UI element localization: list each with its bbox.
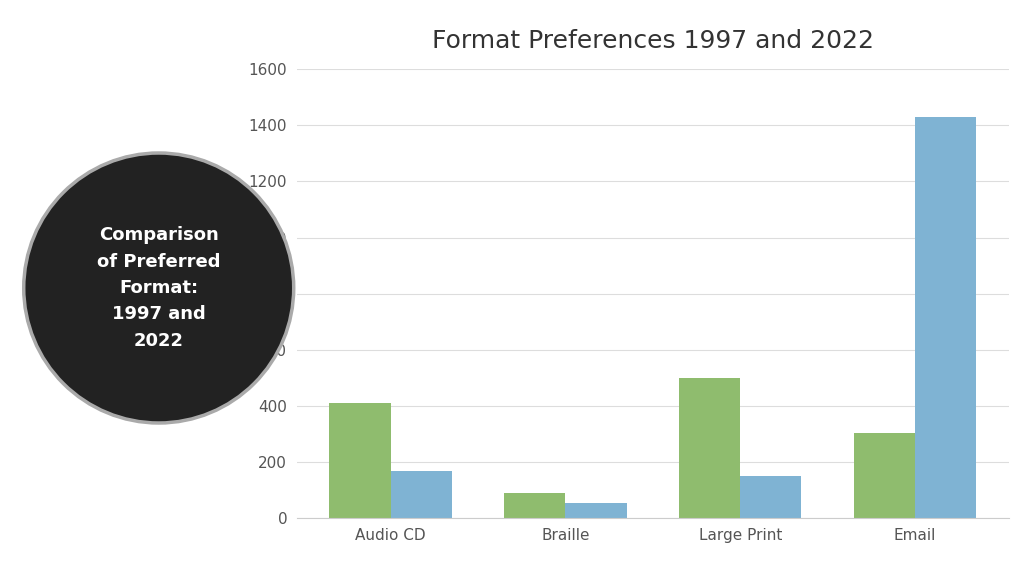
Circle shape: [24, 153, 294, 423]
Bar: [740, 476, 802, 518]
Bar: [915, 117, 976, 518]
Title: Format Preferences 1997 and 2022: Format Preferences 1997 and 2022: [432, 29, 873, 54]
Bar: [854, 433, 915, 518]
Bar: [390, 471, 452, 518]
Bar: [565, 503, 627, 518]
Bar: [330, 403, 390, 518]
Text: Comparison
of Preferred
Format:
1997 and
2022: Comparison of Preferred Format: 1997 and…: [97, 226, 220, 350]
Bar: [679, 378, 740, 518]
Bar: [504, 493, 565, 518]
